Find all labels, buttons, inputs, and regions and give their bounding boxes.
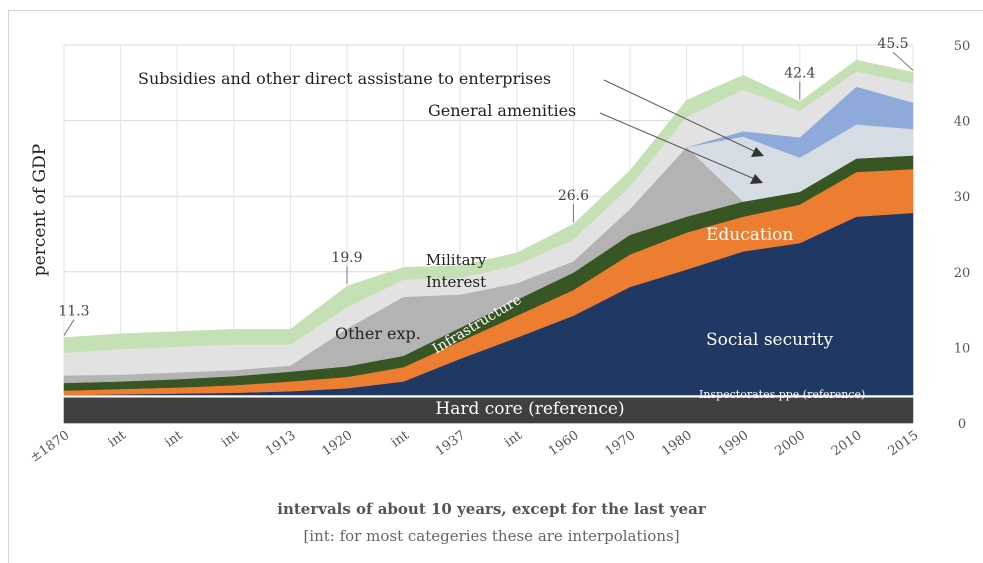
subsidies-arrow (603, 79, 759, 154)
x-tick-label: 1980 (659, 428, 695, 459)
x-tick-label: 1920 (320, 428, 356, 459)
x-tick-label: 2015 (886, 428, 922, 459)
total-label: 26.6 (558, 188, 589, 204)
total-label: 11.3 (58, 304, 89, 320)
general-amenities-label: General amenities (428, 101, 576, 120)
y-tick-label: 50 (954, 39, 971, 54)
x-tick-label: int (162, 428, 186, 451)
y-tick-label: 30 (954, 190, 971, 205)
total-label: 45.5 (877, 36, 908, 52)
x-tick-label: int (106, 428, 130, 451)
subsidies-arrowhead (751, 147, 764, 157)
y-tick-label: 40 (954, 115, 971, 130)
x-tick-label: 1990 (716, 428, 752, 459)
x-tick-label: 1913 (263, 428, 299, 459)
x-tick-label: 1937 (433, 428, 469, 459)
military-label: Military (426, 251, 487, 269)
y-tick-label: 20 (954, 266, 971, 281)
education-label: Education (706, 225, 793, 245)
x-tick-label: 1970 (603, 428, 639, 459)
general-amenities-arrowhead (750, 174, 763, 184)
y-axis-title: percent of GDP (30, 144, 50, 276)
social-security-label: Social security (706, 330, 833, 350)
x-tick-label: int (389, 428, 413, 451)
x-tick-label: 2010 (829, 428, 865, 459)
x-tick-label: ±1870 (28, 428, 73, 466)
subsidies-label: Subsidies and other direct assistane to … (138, 69, 551, 88)
total-label: 19.9 (331, 250, 362, 266)
x-axis-title: intervals of about 10 years, except for … (277, 500, 706, 518)
x-tick-label: 2000 (772, 428, 808, 459)
area-series (63, 59, 914, 424)
chart-frame (8, 10, 983, 563)
general-amenities-arrow (599, 112, 758, 181)
total-label: 42.4 (784, 66, 815, 82)
x-axis-note: [int: for most categeries these are inte… (303, 527, 680, 545)
area-interest (63, 59, 914, 353)
x-axis-ticks: ±1870 int int int 1913 1920 int 1937 int 1960 1970… (28, 428, 922, 466)
x-tick-label: int (502, 428, 526, 451)
total-leader-line (892, 51, 914, 71)
y-tick-label: 0 (958, 417, 966, 432)
y-tick-label: 10 (954, 341, 971, 356)
total-leader-line (63, 319, 75, 336)
x-tick-label: int (219, 428, 243, 451)
x-tick-label: 1960 (546, 428, 582, 459)
hard-core-label: Hard core (reference) (435, 399, 624, 419)
stacked-area-chart: ±1870 int int int 1913 1920 int 1937 int 1960 1970… (28, 36, 971, 466)
other-exp-label: Other exp. (335, 324, 421, 343)
interest-label: Interest (426, 273, 486, 291)
y-axis-ticks: 0 10 20 30 40 50 (954, 39, 971, 432)
inspectorates-label: Inspectorates ppe (reference) (699, 388, 865, 401)
total-labels: 11.3 19.9 26.6 42.4 45.5 (58, 36, 914, 336)
